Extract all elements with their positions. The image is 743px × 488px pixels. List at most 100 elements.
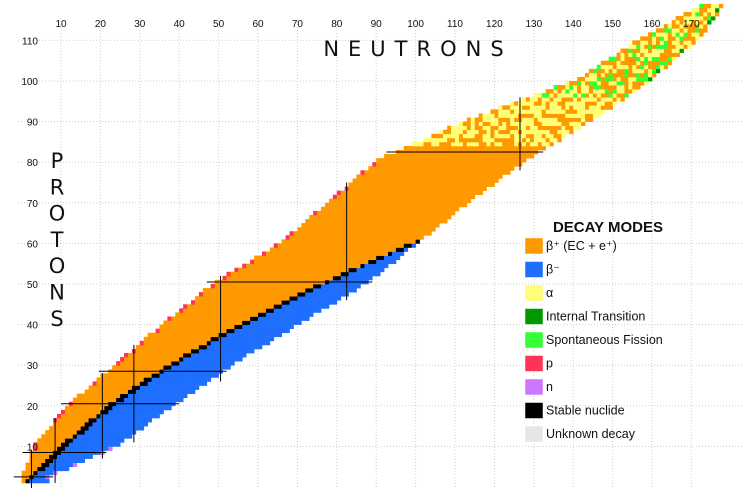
nuclide-cell <box>600 60 606 66</box>
nuclide-cell <box>45 434 50 439</box>
nuclide-cell <box>175 353 180 358</box>
nuclide-cell <box>305 251 310 256</box>
nuclide-cell <box>210 316 216 321</box>
nuclide-cell <box>167 324 172 330</box>
nuclide-cell <box>139 422 145 427</box>
nuclide-cell <box>455 198 460 204</box>
nuclide-cell <box>293 255 298 260</box>
nuclide-cell <box>675 52 680 57</box>
nuclide-cell <box>281 284 286 289</box>
nuclide-cell <box>88 405 93 411</box>
nuclide-cell <box>72 422 78 427</box>
nuclide-cell <box>321 239 326 244</box>
nuclide-cell <box>210 288 216 293</box>
nuclide-cell <box>407 239 413 244</box>
nuclide-cell <box>104 377 109 382</box>
nuclide-cell <box>273 332 279 338</box>
nuclide-cell <box>565 113 570 118</box>
nuclide-cell <box>565 129 570 135</box>
nuclide-cell <box>399 219 405 224</box>
nuclide-cell <box>143 353 149 358</box>
nuclide-cell <box>348 182 353 187</box>
nuclide-cell <box>482 174 487 179</box>
nuclide-cell <box>435 174 440 179</box>
nuclide-cell <box>328 275 334 281</box>
nuclide-cell <box>214 340 219 346</box>
nuclide-cell <box>443 219 448 224</box>
nuclide-cell <box>537 145 543 151</box>
nuclide-cell <box>498 145 503 151</box>
nuclide-cell <box>482 141 487 147</box>
nuclide-cell <box>210 312 216 317</box>
nuclide-cell <box>655 40 661 45</box>
nuclide-cell <box>116 389 121 394</box>
nuclide-cell <box>309 300 314 305</box>
nuclide-cell <box>37 470 42 476</box>
nuclide-cell <box>403 198 409 204</box>
nuclide-cell <box>628 44 633 49</box>
nuclide-cell <box>167 405 172 411</box>
nuclide-cell <box>127 426 133 431</box>
nuclide-cell <box>388 178 393 183</box>
nuclide-cell <box>415 223 420 228</box>
nuclide-cell <box>368 170 373 175</box>
nuclide-cell <box>608 101 613 106</box>
nuclide-cell <box>644 44 649 49</box>
nuclide-cell <box>242 344 247 350</box>
nuclide-cell <box>541 133 546 139</box>
nuclide-cell <box>258 275 263 281</box>
nuclide-cell <box>246 292 251 297</box>
legend-label: α <box>546 286 553 300</box>
nuclide-cell <box>124 426 129 431</box>
nuclide-cell <box>297 227 302 232</box>
nuclide-cell <box>226 275 231 281</box>
nuclide-cell <box>167 320 172 325</box>
nuclide-cell <box>328 231 334 236</box>
nuclide-cell <box>364 227 369 232</box>
nuclide-cell <box>486 129 491 135</box>
nuclide-cell <box>427 145 432 151</box>
nuclide-cell <box>72 434 78 439</box>
nuclide-cell <box>80 434 85 439</box>
nuclide-cell <box>135 409 141 415</box>
nuclide-cell <box>411 223 416 228</box>
x-tick-label: 50 <box>213 19 225 30</box>
nuclide-cell <box>293 247 298 252</box>
nuclide-cell <box>265 332 271 338</box>
nuclide-cell <box>305 227 310 232</box>
nuclide-cell <box>411 210 416 216</box>
nuclide-cell <box>376 243 381 248</box>
nuclide-cell <box>391 190 397 196</box>
nuclide-cell <box>407 182 413 187</box>
nuclide-cell <box>592 93 598 98</box>
nuclide-cell <box>285 255 290 260</box>
nuclide-cell <box>514 137 519 143</box>
nuclide-cell <box>671 44 676 49</box>
nuclide-cell <box>25 466 30 472</box>
nuclide-cell <box>309 284 314 289</box>
nuclide-cell <box>238 324 243 330</box>
nuclide-cell <box>301 275 306 281</box>
nuclide-cell <box>356 227 361 232</box>
nuclide-cell <box>368 247 373 252</box>
nuclide-cell <box>502 158 507 163</box>
nuclide-cell <box>163 361 168 366</box>
nuclide-cell <box>234 304 239 309</box>
nuclide-cell <box>281 243 286 248</box>
nuclide-cell <box>659 64 665 70</box>
nuclide-cell <box>309 259 314 265</box>
nuclide-cell <box>206 332 212 338</box>
nuclide-cell <box>395 154 401 159</box>
nuclide-cell <box>143 357 149 362</box>
nuclide-cell <box>348 288 353 293</box>
nuclide-cell <box>502 113 507 118</box>
nuclide-cell <box>474 182 479 187</box>
nuclide-cell <box>395 223 401 228</box>
nuclide-cell <box>238 328 243 334</box>
nuclide-cell <box>364 231 369 236</box>
nuclide-cell <box>352 198 357 204</box>
nuclide-cell <box>585 109 590 114</box>
nuclide-cell <box>238 332 243 338</box>
nuclide-cell <box>612 85 617 90</box>
nuclide-cell <box>533 145 539 151</box>
